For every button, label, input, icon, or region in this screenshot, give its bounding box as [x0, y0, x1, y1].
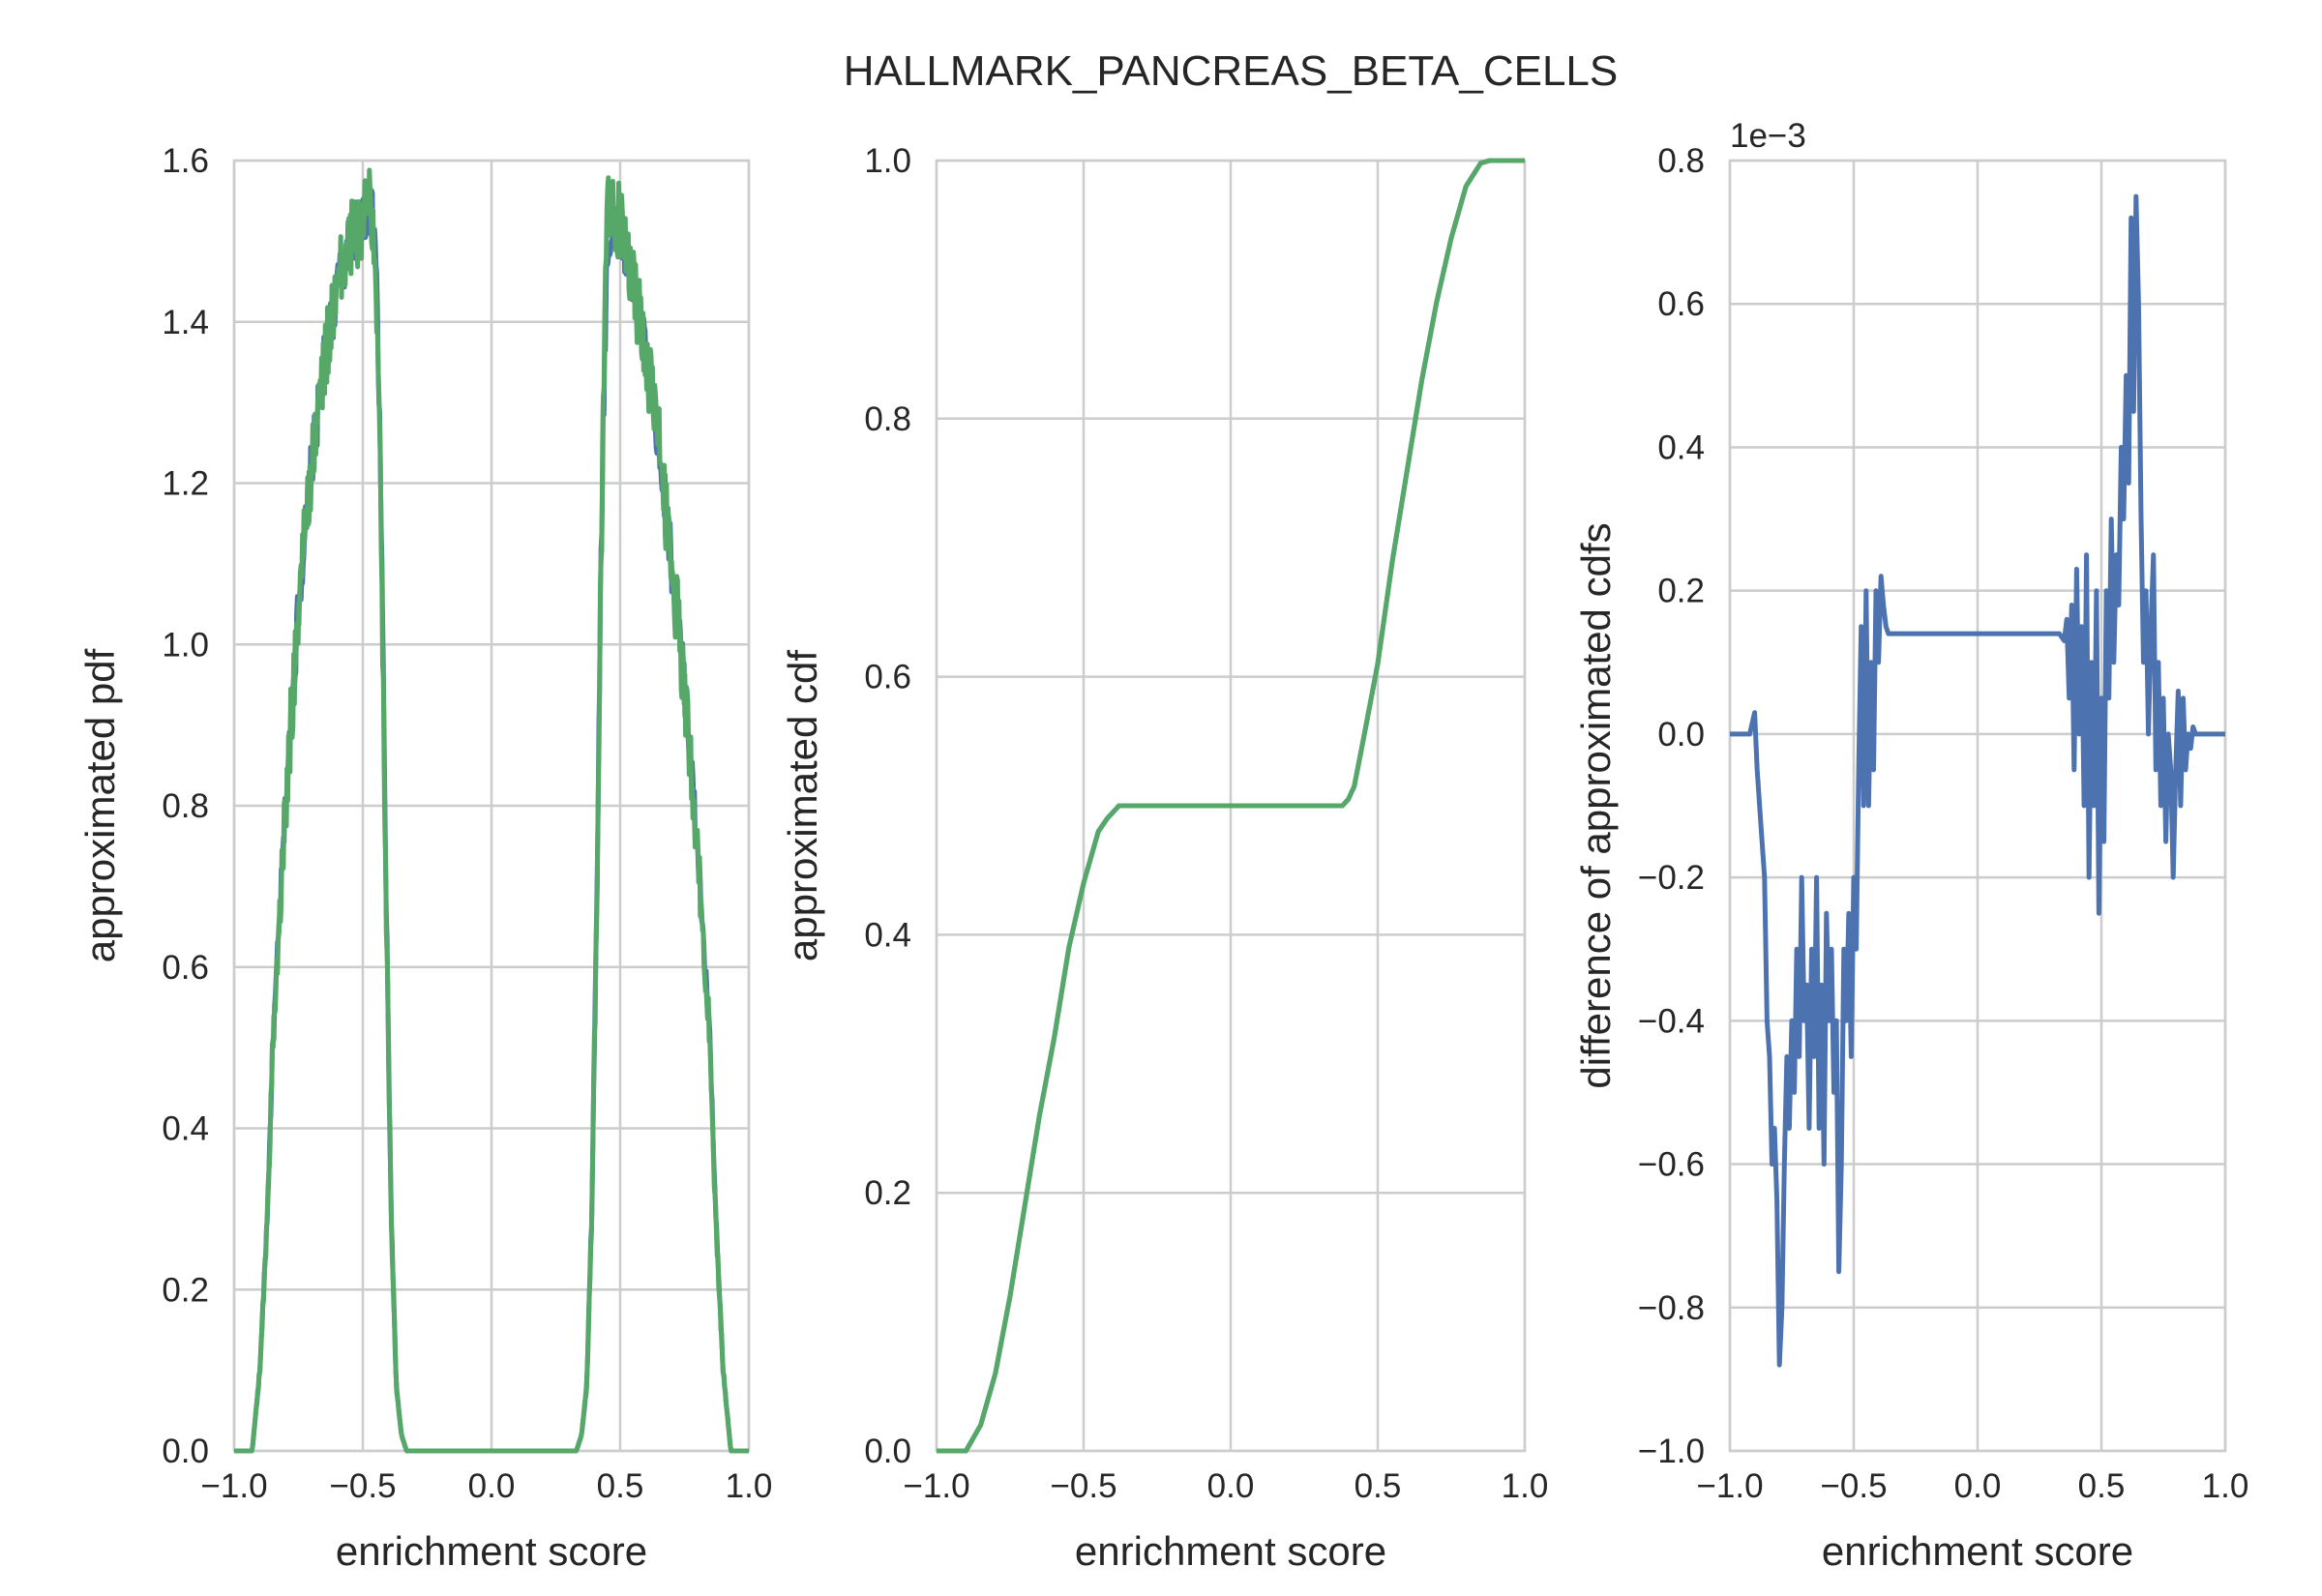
y-tick-label: −0.8: [1638, 1289, 1705, 1327]
y-tick-label: 0.2: [864, 1174, 911, 1212]
y-tick-label: 0.8: [162, 787, 209, 825]
x-tick-label: −0.5: [1050, 1467, 1116, 1505]
y-tick-label: 0.8: [1657, 142, 1705, 180]
series-line-1: [1730, 193, 2225, 1368]
panel-2: −1.0 −0.5 0.0 0.5 1.0 0.0 0.2 0.4 0.6 0.8 1.0 enric…: [780, 142, 1548, 1574]
y-axis-label: approximated pdf: [77, 648, 123, 962]
x-tick-label: −1.0: [1696, 1467, 1763, 1505]
y-offset-label: 1e−3: [1730, 117, 1806, 155]
y-tick-label: 0.6: [864, 659, 911, 696]
y-tick-label: −0.6: [1638, 1146, 1705, 1184]
x-tick-label: 1.0: [1502, 1467, 1549, 1505]
x-axis-label: enrichment score: [1075, 1528, 1386, 1574]
x-tick-label: −1.0: [200, 1467, 267, 1505]
y-tick-label: 0.8: [864, 400, 911, 438]
plot-frame: [935, 159, 1527, 1453]
y-tick-label: 0.0: [162, 1433, 209, 1470]
x-axis-label: enrichment score: [1822, 1528, 2133, 1574]
x-axis-label: enrichment score: [336, 1528, 647, 1574]
y-tick-label: 0.6: [162, 949, 209, 987]
figure-title: HALLMARK_PANCREAS_BETA_CELLS: [844, 47, 1618, 95]
y-axis-label: difference of approximated cdfs: [1573, 522, 1619, 1088]
x-tick-label: 0.0: [1954, 1467, 2002, 1505]
x-tick-label: −1.0: [903, 1467, 969, 1505]
y-tick-label: 1.4: [162, 304, 209, 341]
x-tick-label: −0.5: [1820, 1467, 1887, 1505]
series-line-2: [234, 167, 749, 1454]
y-tick-label: 0.0: [864, 1433, 911, 1470]
y-tick-label: 0.4: [162, 1110, 209, 1148]
x-tick-label: 0.0: [468, 1467, 516, 1505]
x-tick-label: 0.5: [2078, 1467, 2126, 1505]
y-tick-label: 0.0: [1657, 716, 1705, 754]
panel-1: −1.0 −0.5 0.0 0.5 1.0 0.0 0.2 0.4 0.6 0.8 1.0 1.2 1.…: [77, 142, 772, 1574]
x-tick-label: −0.5: [329, 1467, 396, 1505]
plot-frame: [1728, 159, 2227, 1453]
x-tick-label: 0.5: [597, 1467, 644, 1505]
x-tick-label: 1.0: [726, 1467, 773, 1505]
series-line-2: [937, 158, 1525, 1454]
y-tick-label: 0.6: [1657, 285, 1705, 323]
x-tick-label: 0.5: [1354, 1467, 1402, 1505]
y-tick-label: −1.0: [1638, 1433, 1705, 1470]
y-tick-label: 0.2: [162, 1271, 209, 1309]
y-axis-label: approximated cdf: [780, 650, 825, 962]
y-tick-label: 0.4: [1657, 429, 1705, 466]
y-tick-label: 1.0: [864, 142, 911, 180]
y-tick-label: −0.4: [1638, 1002, 1705, 1040]
y-tick-label: 1.6: [162, 142, 209, 180]
y-tick-label: −0.2: [1638, 859, 1705, 897]
x-tick-label: 1.0: [2202, 1467, 2249, 1505]
panel-3: −1.0 −0.5 0.0 0.5 1.0 −1.0 −0.8 −0.6 −0.4 −0.2 0.0…: [1573, 117, 2248, 1574]
y-tick-label: 0.2: [1657, 573, 1705, 610]
x-tick-label: 0.0: [1207, 1467, 1255, 1505]
y-tick-label: 1.2: [162, 465, 209, 503]
y-tick-label: 0.4: [864, 916, 911, 954]
y-tick-label: 1.0: [162, 626, 209, 664]
